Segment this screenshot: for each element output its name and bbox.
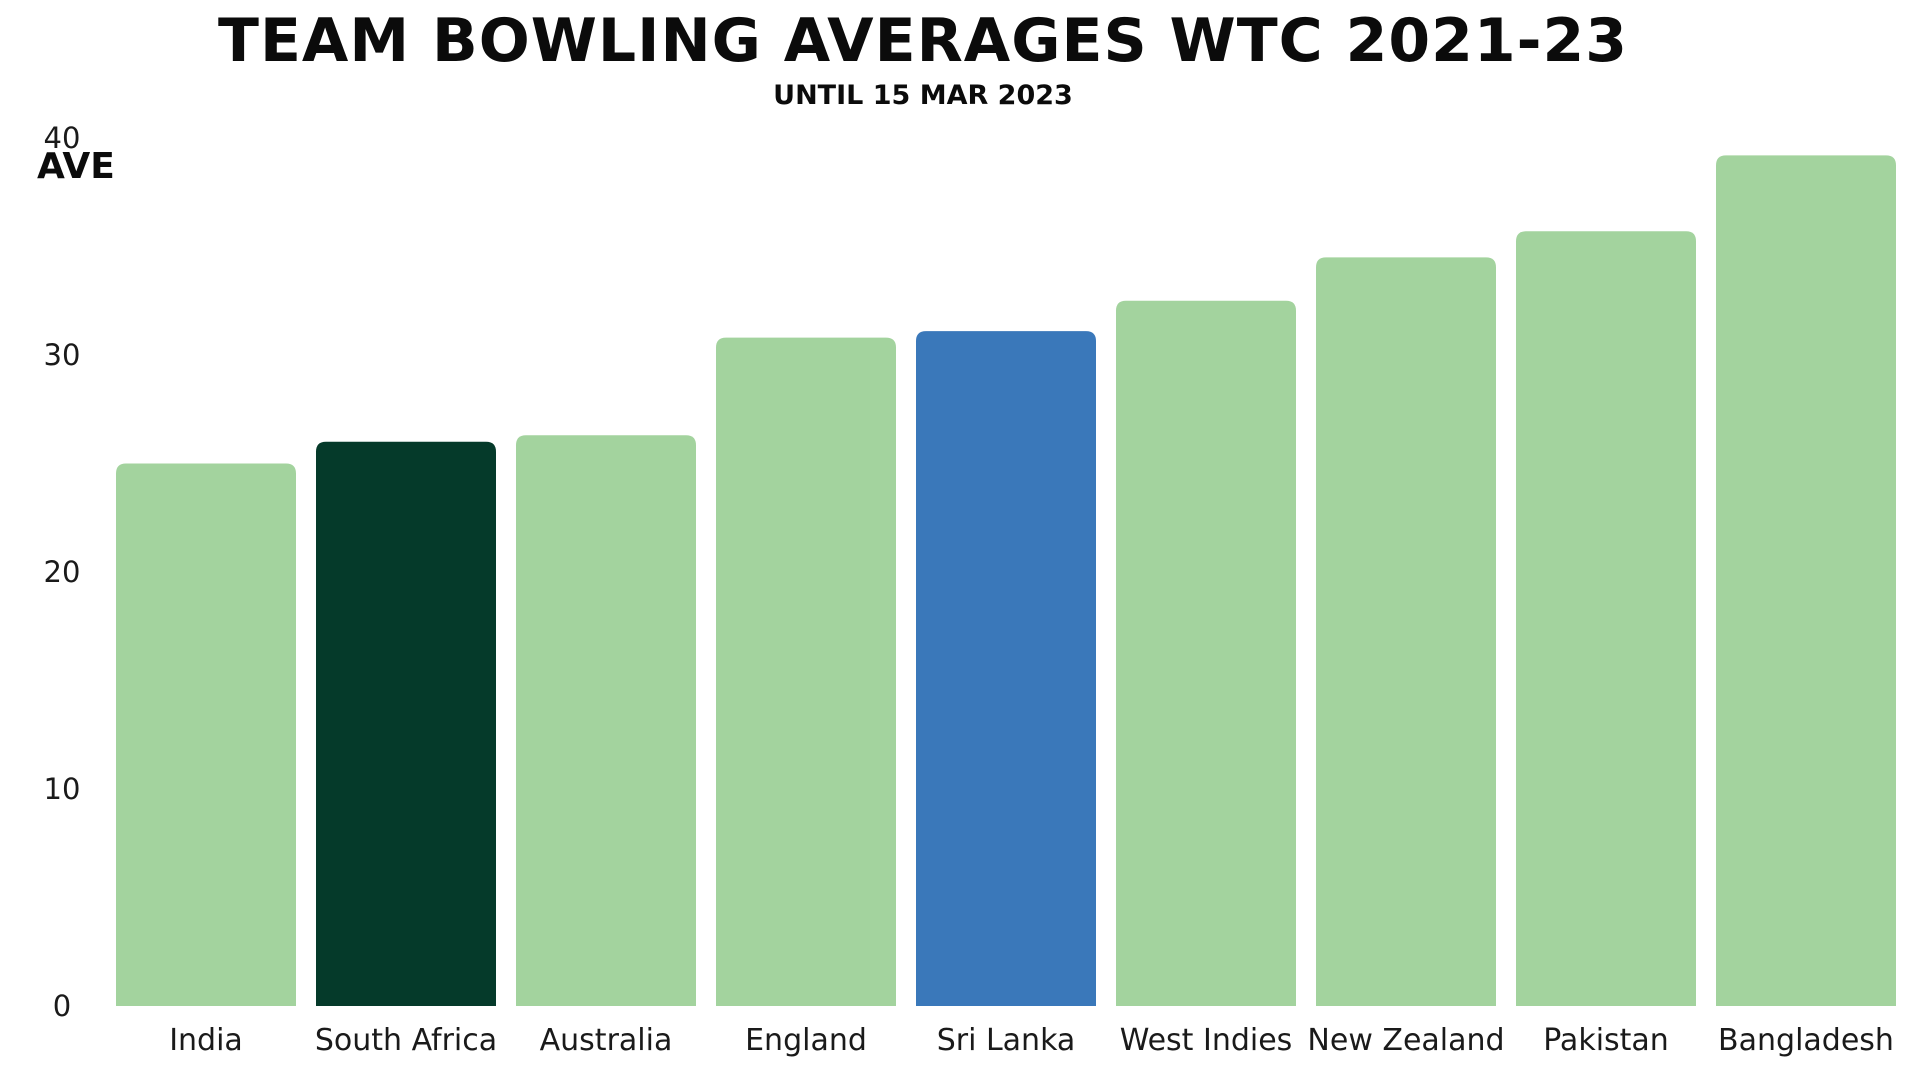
chart-subtitle: UNTIL 15 MAR 2023 (773, 80, 1073, 111)
y-tick-label: 40 (44, 121, 81, 155)
x-tick-label: Bangladesh (1718, 1023, 1894, 1058)
y-tick-label: 10 (44, 772, 81, 806)
x-tick-label: Pakistan (1543, 1023, 1669, 1058)
x-tick-label: India (169, 1023, 243, 1058)
bar-pakistan (1516, 231, 1696, 1006)
bar-bangladesh (1716, 155, 1896, 1007)
x-tick-label: West Indies (1120, 1023, 1293, 1058)
x-tick-label: New Zealand (1307, 1023, 1504, 1058)
x-tick-label: England (745, 1023, 867, 1058)
y-axis-label: AVE (37, 146, 115, 187)
y-tick-label: 0 (53, 989, 71, 1023)
chart-title: TEAM BOWLING AVERAGES WTC 2021-23 (218, 6, 1628, 76)
bar-south-africa (316, 441, 496, 1006)
bar-sri-lanka (916, 331, 1096, 1006)
bar-australia (516, 435, 696, 1006)
x-tick-label: South Africa (315, 1023, 497, 1058)
bar-west-indies (1116, 300, 1296, 1006)
bar-england (716, 337, 896, 1006)
bar-new-zealand (1316, 257, 1496, 1007)
y-tick-label: 20 (44, 555, 81, 589)
x-tick-label: Australia (540, 1023, 673, 1058)
y-tick-label: 30 (44, 338, 81, 372)
x-tick-label: Sri Lanka (937, 1023, 1076, 1058)
bar-india (116, 463, 296, 1006)
